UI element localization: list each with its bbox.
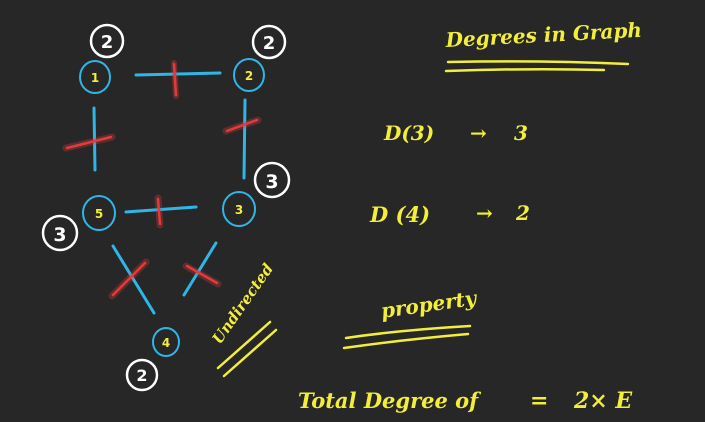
degree-line-1-left: D(3) [383,121,434,145]
degree-value-node-3: 3 [265,171,278,193]
graph-node-5: 5 [82,195,116,231]
edge-3-4 [182,241,218,297]
property-heading: property [379,286,479,323]
graph-type-underline-1 [216,320,272,370]
node-label-3: 3 [235,203,243,217]
graph-node-2: 2 [233,58,265,92]
graph-edges [92,71,247,315]
strike-edge-2-3-core [225,118,259,133]
degree-value-node-5: 3 [53,224,66,246]
strike-edge-1-2-core [172,62,178,97]
degree-line-2-value: 2 [515,201,530,225]
degree-badge-node-2: 2 [251,24,287,60]
formula-left: Total Degree of [298,388,482,413]
graph-type-underline-2 [222,328,278,378]
formula-right: 2× E [573,388,633,414]
degree-value-node-1: 2 [101,32,114,53]
edge-2-3 [242,98,247,180]
property-underline-1 [344,324,472,340]
degree-value-node-2: 2 [263,33,276,54]
node-label-1: 1 [91,71,99,85]
strike-edge-5-4-core [111,261,147,297]
strike-edge-5-3-core [156,197,162,226]
node-label-2: 2 [245,69,253,83]
degree-badge-node-5: 3 [41,214,79,252]
notes-title: Degrees in Graph [444,18,642,52]
node-label-5: 5 [95,207,103,221]
degree-badge-node-1: 2 [89,23,125,59]
graph-node-3: 3 [222,191,256,227]
edge-1-5 [92,106,97,172]
degree-line-2-arrow: → [476,201,493,225]
degree-value-node-4: 2 [136,366,147,385]
edge-1-2 [134,71,222,77]
notes-area: Degrees in Graph D(3) → 3 D (4) → 2 prop… [298,18,642,414]
degree-line-1-arrow: → [470,121,487,145]
edge-5-3 [124,205,198,214]
degree-badge-node-4: 2 [125,358,159,392]
formula-equals: = [530,388,548,414]
property-underline-2 [342,332,470,350]
title-underline-1 [446,60,630,66]
strike-edge-1-5-core [65,135,113,150]
graph-node-4: 4 [152,327,180,357]
degree-line-1-value: 3 [514,121,528,145]
title-underline-2 [444,67,606,73]
edge-5-4 [111,244,156,315]
graph-type-label: Undirected [209,260,278,348]
degree-line-2-left: D (4) [369,202,430,227]
node-label-4: 4 [162,336,170,350]
strike-edge-3-4-core [185,264,219,285]
edge-strike-marks [62,60,262,300]
graph-node-1: 1 [79,60,111,94]
degree-badge-node-3: 3 [253,161,291,199]
undirected-annotation: Undirected [209,260,278,378]
